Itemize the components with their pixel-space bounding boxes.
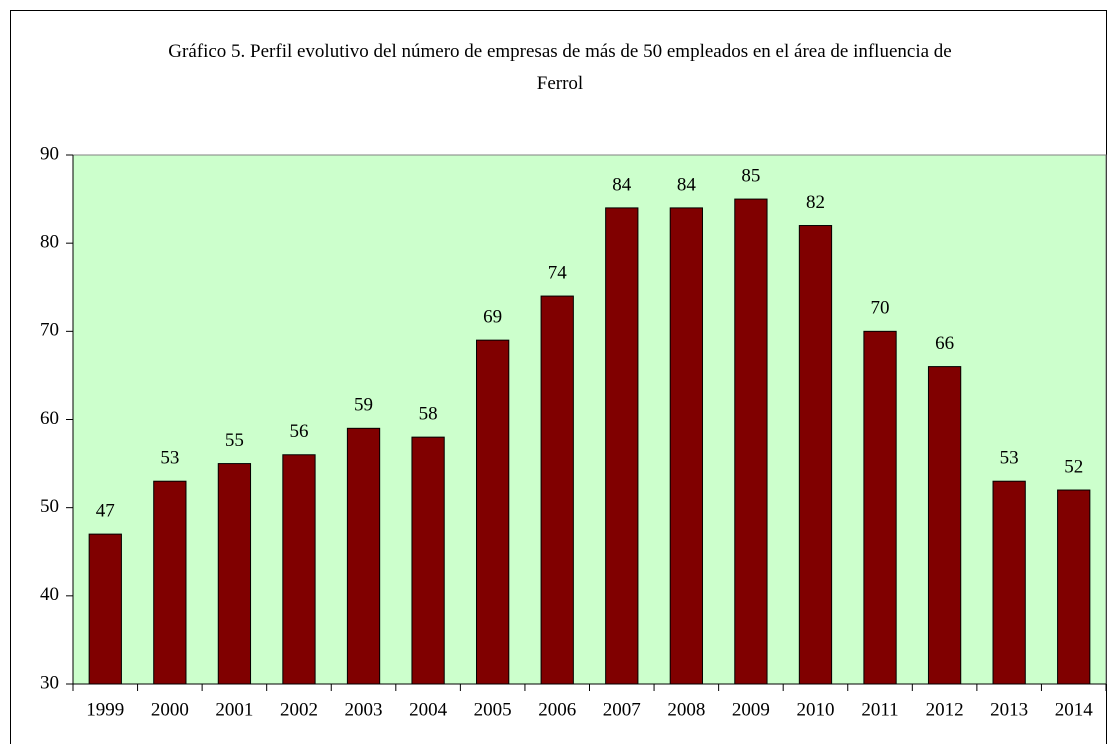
x-tick-label: 2010 (796, 699, 834, 720)
x-tick-label: 2003 (345, 699, 383, 720)
bar (153, 480, 187, 685)
data-label: 59 (354, 395, 373, 416)
data-label: 55 (225, 430, 244, 451)
x-tick-label: 2012 (926, 699, 964, 720)
data-label: 58 (419, 403, 438, 424)
x-tick-label: 2005 (474, 699, 512, 720)
data-label: 47 (96, 500, 115, 521)
bar (88, 533, 122, 685)
x-tick-label: 2008 (667, 699, 705, 720)
y-tick-label: 70 (40, 320, 59, 341)
x-tick-label: 2004 (409, 699, 448, 720)
data-label: 53 (1000, 448, 1019, 469)
bar (282, 454, 316, 685)
x-tick-label: 1999 (86, 699, 124, 720)
x-tick-label: 2011 (861, 699, 898, 720)
x-tick-label: 2007 (603, 699, 641, 720)
bar (669, 207, 703, 685)
y-tick-label: 80 (40, 232, 59, 253)
bar (605, 207, 639, 685)
bar (346, 427, 381, 685)
x-tick-label: 2013 (990, 699, 1028, 720)
data-label: 85 (741, 165, 760, 186)
data-label: 66 (935, 333, 954, 354)
x-tick-label: 2014 (1055, 699, 1094, 720)
data-label: 56 (289, 421, 308, 442)
x-tick-label: 2000 (151, 699, 189, 720)
y-tick-label: 40 (40, 584, 59, 605)
data-label: 74 (548, 262, 568, 283)
y-tick-label: 30 (40, 672, 59, 693)
y-tick-label: 90 (40, 143, 59, 164)
bar (734, 198, 768, 685)
bar (540, 295, 574, 685)
bar (927, 366, 962, 685)
bar (863, 330, 897, 685)
bar (992, 480, 1026, 685)
chart-title: Gráfico 5. Perfil evolutivo del número d… (168, 41, 952, 94)
x-tick-label: 2006 (538, 699, 576, 720)
x-tick-label: 2002 (280, 699, 318, 720)
y-tick-label: 50 (40, 496, 59, 517)
bar (1057, 489, 1091, 685)
data-label: 52 (1064, 456, 1083, 477)
data-label: 84 (612, 174, 632, 195)
data-label: 82 (806, 192, 825, 213)
bar (217, 463, 252, 685)
data-label: 70 (871, 298, 890, 319)
bar (411, 436, 445, 685)
x-tick-label: 2009 (732, 699, 770, 720)
data-label: 84 (677, 174, 697, 195)
data-label: 69 (483, 307, 502, 328)
y-tick-label: 60 (40, 408, 59, 429)
bar (476, 339, 510, 685)
data-label: 53 (160, 448, 179, 469)
x-tick-label: 2001 (215, 699, 253, 720)
bar (798, 225, 833, 685)
